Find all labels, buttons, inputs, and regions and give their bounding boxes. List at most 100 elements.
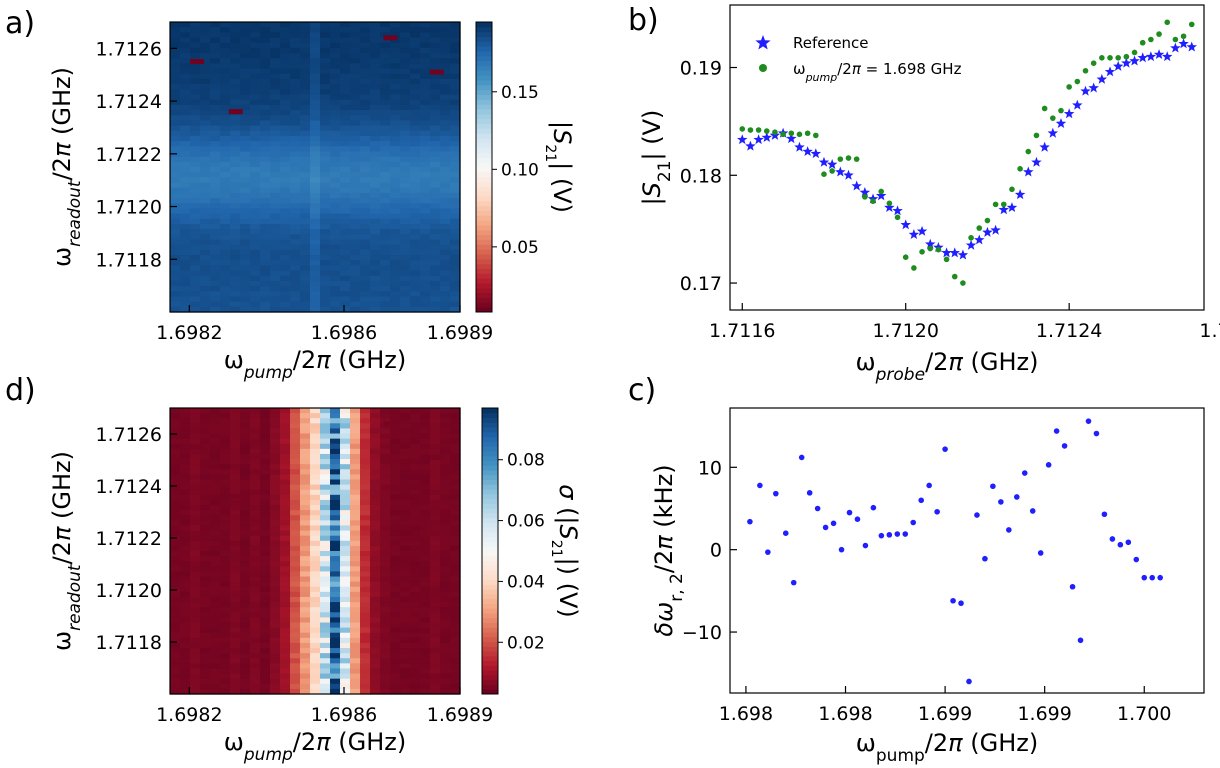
heatmap-d-cell [200,453,211,460]
heatmap-a-cell [420,280,431,287]
heatmap-a-cell [370,78,381,85]
heatmap-a-cell [250,208,261,215]
heatmap-a-cell [180,22,191,28]
heatmap-a-cell [290,120,301,127]
delta-omega-point [990,483,996,490]
heatmap-a-cell [330,244,341,251]
heatmap-d-cell [180,515,191,521]
heatmap-d-cell [320,479,331,486]
heatmap-d-cell [440,648,451,654]
heatmap-a-cell [420,229,431,235]
heatmap-a-cell [250,218,261,225]
heatmap-a-cell [380,192,391,199]
heatmap-d-cell [300,418,311,424]
heatmap-d-cell [220,663,231,670]
heatmap-d-cell [360,642,371,649]
heatmap-d-cell [430,576,441,583]
heatmap-a-cell [250,229,261,235]
heatmap-d-cell [320,591,331,598]
heatmap-d-cell [340,408,351,414]
heatmap-a-cell [230,22,241,28]
heatmap-d-cell [340,596,351,603]
heatmap-d-cell [430,469,441,475]
heatmap-a-cell [320,208,331,215]
heatmap-d-cell [330,408,341,414]
heatmap-d-cell [320,566,331,573]
heatmap-a-cell [220,249,231,256]
heatmap-a-cell [210,296,221,303]
heatmap-d-cell [350,448,361,455]
heatmap-a-cell [370,177,381,184]
heatmap-a-cell [320,22,331,28]
heatmap-a-cell [400,37,411,44]
heatmap-a-cell [380,104,391,111]
heatmap-a-cell [310,167,321,173]
heatmap-a-cell [250,73,261,80]
heatmap-d-cell [340,566,351,573]
heatmap-a-cell [250,89,261,96]
heatmap-a-cell [370,37,381,44]
heatmap-d-cell [440,612,451,618]
delta-omega-point [934,508,940,515]
heatmap-a-cell [340,208,351,215]
heatmap-d-cell [290,586,301,593]
heatmap-a-cell [230,301,241,308]
heatmap-d-cell [230,551,241,557]
heatmap-a-cell [410,198,421,204]
heatmap-a-cell [300,306,311,313]
heatmap-d-cell [320,545,331,552]
heatmap-d-cell [240,642,251,649]
heatmap-a-cell [350,146,361,153]
heatmap-d-cell [310,448,321,455]
pump-circle-point [780,131,786,138]
heatmap-d-cell [380,428,391,435]
heatmap-a-cell [290,125,301,132]
heatmap-d-cell [180,453,191,460]
heatmap-d-cell [180,637,191,644]
heatmap-d-cell [400,617,411,624]
heatmap-d-cell [250,515,261,521]
heatmap-a-cell [300,249,311,256]
heatmap-a-cell [340,296,351,303]
heatmap-d-cell [270,596,281,603]
heatmap-a-cell [210,198,221,204]
heatmap-a-cell [200,286,211,292]
heatmap-a-cell [420,73,431,80]
pump-circle-point [1050,115,1056,121]
heatmap-d-colorbar-step [482,546,498,552]
heatmap-d-cell [310,474,321,481]
heatmap-a-colorbar-step [476,157,492,163]
heatmap-d-cell [310,673,321,680]
heatmap-a-cell [410,22,421,28]
heatmap-d-cell [410,448,421,455]
heatmap-a-cell [230,208,241,215]
heatmap-a-cell [330,229,341,235]
heatmap-d-cell [210,551,221,557]
heatmap-a-cell [260,94,271,101]
heatmap-d-cell [270,648,281,654]
heatmap-d-cell [450,525,461,532]
heatmap-a-cell [310,37,321,44]
pump-circle-point [796,131,803,138]
heatmap-a-cell [340,239,351,246]
heatmap-a-cell [390,265,401,272]
heatmap-a-cell [250,58,261,65]
heatmap-a-cell [270,255,281,261]
reference-star-point [1088,82,1099,93]
heatmap-a-cell [290,37,301,44]
heatmap-a-cell [320,275,331,282]
heatmap-d-cell [280,520,291,527]
heatmap-a-cell [290,218,301,225]
heatmap-d-cell [350,469,361,475]
heatmap-a-cell [280,99,291,106]
heatmap-d-cell [250,413,261,419]
heatmap-a-cell [420,99,431,106]
heatmap-a-frame [169,21,461,313]
heatmap-d-cell [400,612,411,618]
heatmap-d-cell [360,484,371,491]
heatmap-d-cell [170,418,181,424]
heatmap-d-cell [360,510,371,516]
heatmap-a-outlier-cell [383,35,398,41]
heatmap-d-cell [400,586,411,593]
heatmap-a-cell [220,125,231,132]
